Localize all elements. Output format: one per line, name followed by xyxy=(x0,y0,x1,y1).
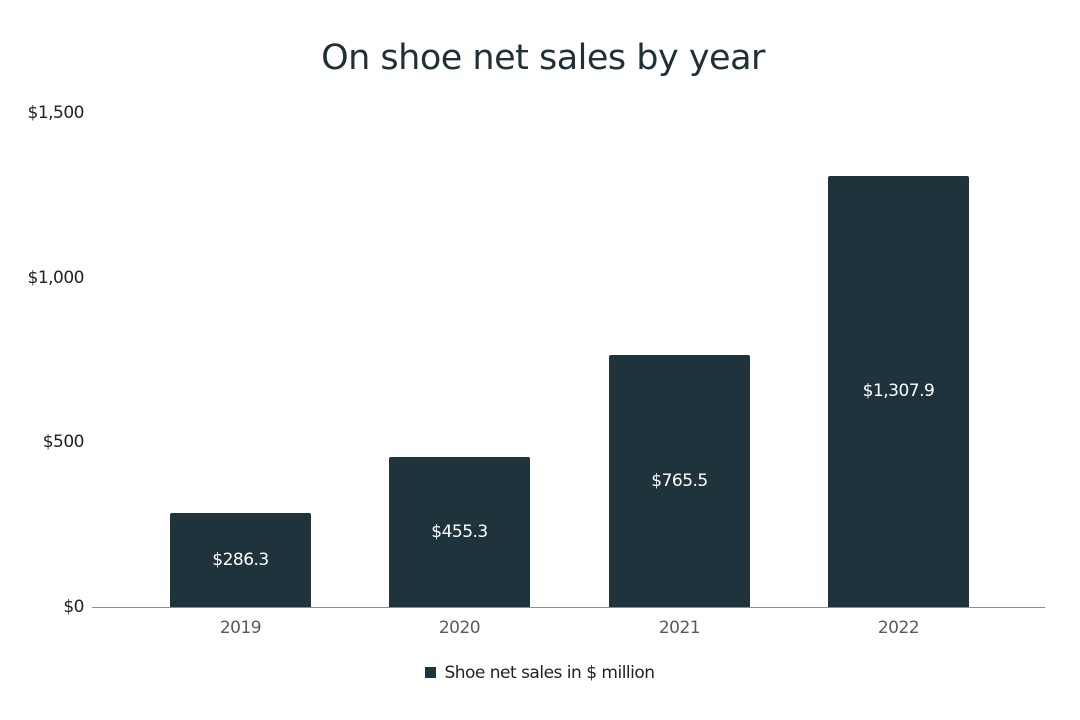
y-tick-label: $0 xyxy=(63,597,84,617)
bar-2019: $286.3 xyxy=(170,513,311,607)
x-tick-label: 2019 xyxy=(219,618,262,638)
x-tick-label: 2021 xyxy=(658,618,701,638)
y-tick-label: $500 xyxy=(42,432,85,452)
bar-value-label: $455.3 xyxy=(431,522,488,542)
bar-value-label: $286.3 xyxy=(212,550,269,570)
bar-value-label: $765.5 xyxy=(651,471,708,491)
bar-2020: $455.3 xyxy=(389,457,530,607)
chart-title: On shoe net sales by year xyxy=(321,38,765,78)
y-tick-label: $1,000 xyxy=(27,268,85,288)
bar-2021: $765.5 xyxy=(609,355,750,607)
y-tick-label: $1,500 xyxy=(27,103,85,123)
x-axis-baseline xyxy=(92,607,1045,608)
legend-swatch-icon xyxy=(425,667,437,678)
legend: Shoe net sales in $ million xyxy=(0,663,1080,683)
x-tick-label: 2022 xyxy=(877,618,920,638)
bar-value-label: $1,307.9 xyxy=(862,381,935,401)
x-tick-label: 2020 xyxy=(438,618,481,638)
legend-label: Shoe net sales in $ million xyxy=(444,663,655,683)
bar-2022: $1,307.9 xyxy=(828,176,969,607)
